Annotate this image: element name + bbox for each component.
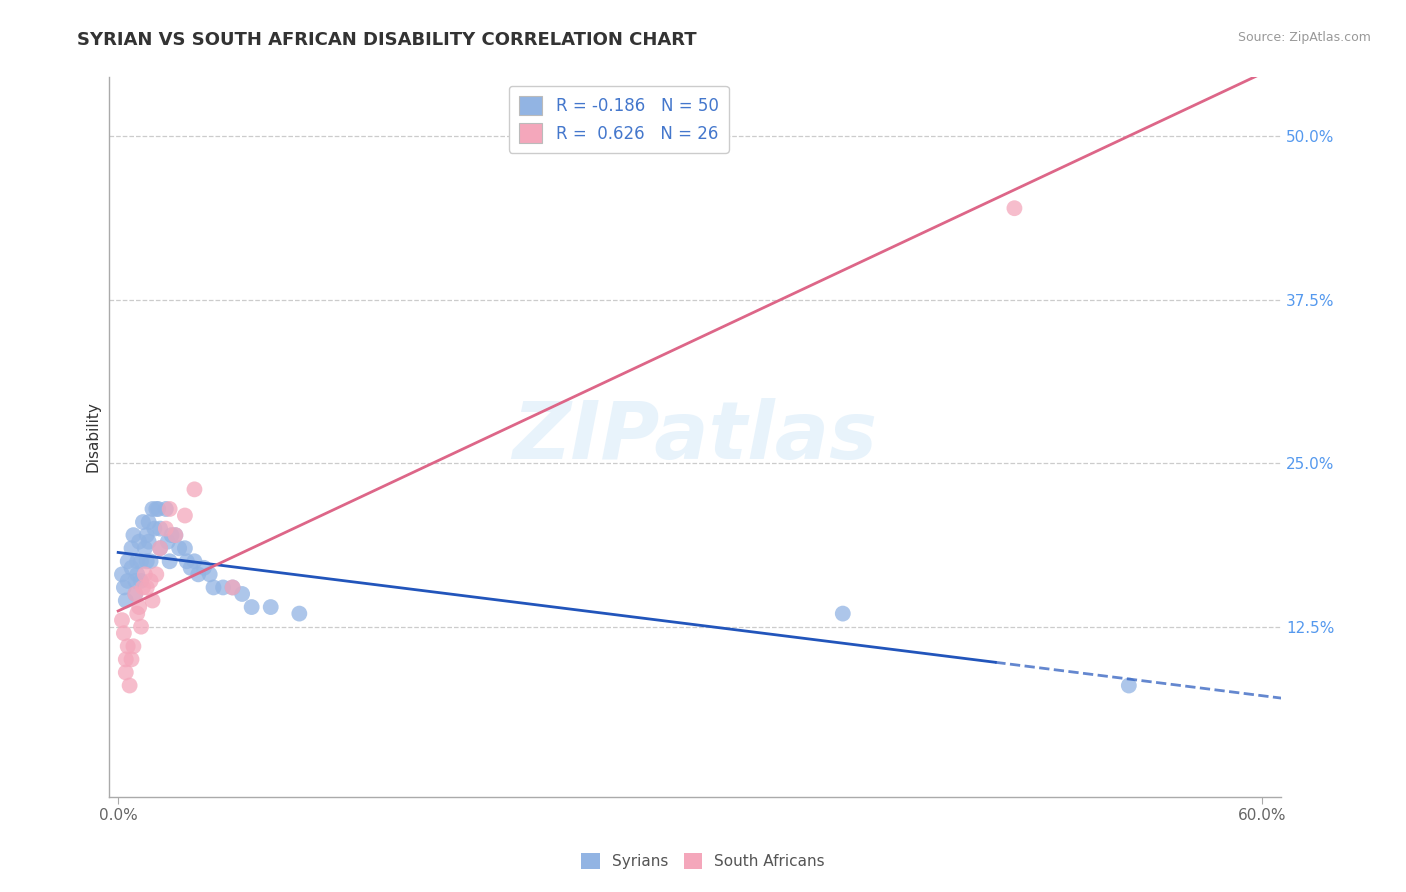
Point [134, 541, 156, 556]
Text: Source: ZipAtlas.com: Source: ZipAtlas.com [1237, 31, 1371, 45]
Point [135, 528, 157, 542]
Point [145, 502, 167, 516]
Point [135, 581, 157, 595]
Point [129, 554, 152, 568]
Point [134, 567, 156, 582]
Point [159, 554, 181, 568]
Point [128, 600, 150, 615]
Legend: R = -0.186   N = 50, R =  0.626   N = 26: R = -0.186 N = 50, R = 0.626 N = 26 [509, 86, 728, 153]
Point [198, 567, 221, 582]
Point [1118, 679, 1140, 693]
Point [138, 515, 160, 529]
Point [1002, 201, 1025, 215]
Point [121, 541, 143, 556]
Point [135, 554, 157, 568]
Point [165, 528, 187, 542]
Point [139, 574, 162, 588]
Point [129, 574, 152, 588]
Point [129, 620, 152, 634]
Point [221, 581, 243, 595]
Point [187, 567, 209, 582]
Point [202, 581, 225, 595]
Point [148, 502, 170, 516]
Point [160, 528, 183, 542]
Point [174, 541, 197, 556]
Point [149, 541, 172, 556]
Point [117, 640, 139, 654]
Point [141, 502, 163, 516]
Y-axis label: Disability: Disability [86, 401, 100, 473]
Point [183, 554, 205, 568]
Point [155, 502, 177, 516]
Point [117, 554, 139, 568]
Point [143, 522, 166, 536]
Point [260, 600, 283, 615]
Point [165, 528, 187, 542]
Point [193, 561, 215, 575]
Point [183, 483, 205, 497]
Point [174, 508, 197, 523]
Point [114, 593, 136, 607]
Point [122, 640, 145, 654]
Point [139, 554, 162, 568]
Point [176, 554, 198, 568]
Point [141, 593, 163, 607]
Point [124, 587, 146, 601]
Point [112, 581, 135, 595]
Point [121, 652, 143, 666]
Point [122, 528, 145, 542]
Point [124, 574, 146, 588]
Point [149, 522, 172, 536]
Point [221, 581, 243, 595]
Point [121, 561, 143, 575]
Point [127, 567, 149, 582]
Point [231, 587, 253, 601]
Legend: Syrians, South Africans: Syrians, South Africans [575, 847, 831, 875]
Point [111, 613, 134, 627]
Point [127, 554, 149, 568]
Point [180, 561, 202, 575]
Point [149, 541, 172, 556]
Point [212, 581, 235, 595]
Point [132, 515, 155, 529]
Point [118, 679, 141, 693]
Point [138, 534, 160, 549]
Point [288, 607, 311, 621]
Point [112, 626, 135, 640]
Text: ZIPatlas: ZIPatlas [513, 398, 877, 476]
Point [156, 534, 179, 549]
Point [114, 665, 136, 680]
Point [155, 522, 177, 536]
Point [831, 607, 853, 621]
Point [240, 600, 263, 615]
Point [114, 652, 136, 666]
Point [111, 567, 134, 582]
Point [124, 587, 146, 601]
Point [117, 574, 139, 588]
Point [132, 581, 155, 595]
Text: SYRIAN VS SOUTH AFRICAN DISABILITY CORRELATION CHART: SYRIAN VS SOUTH AFRICAN DISABILITY CORRE… [77, 31, 697, 49]
Point [128, 534, 150, 549]
Point [127, 607, 149, 621]
Point [145, 567, 167, 582]
Point [167, 541, 190, 556]
Point [159, 502, 181, 516]
